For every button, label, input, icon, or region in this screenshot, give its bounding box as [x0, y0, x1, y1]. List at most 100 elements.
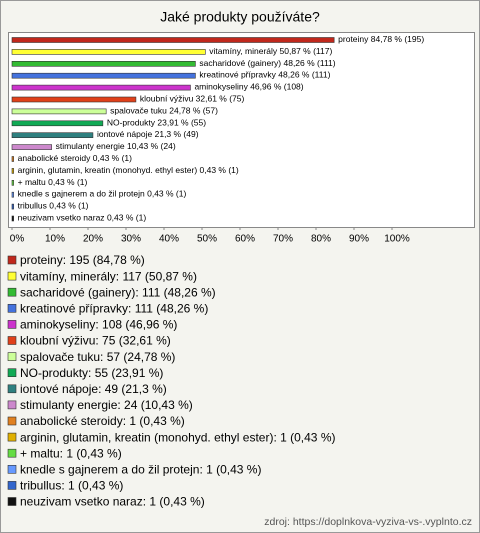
bar-label: + maltu 0,43 % (1)	[18, 177, 88, 187]
value-label: 0,43 % (1)	[48, 177, 87, 187]
value-label: 21,3 % (49)	[155, 129, 199, 139]
bar-label: kreatinové přípravky 48,26 % (111)	[199, 70, 330, 80]
bar	[11, 84, 191, 91]
value-label: 48,26 % (111)	[278, 70, 330, 80]
x-tick-label: 30%	[121, 234, 141, 245]
value-label: 23,91 % (55)	[157, 118, 206, 128]
value-label: 84,78 % (195)	[371, 34, 425, 44]
bar-label: anabolické steroidy 0,43 % (1)	[18, 153, 133, 163]
legend-swatch	[7, 368, 17, 378]
category-label: knedle s gajnerem a do žil protejn	[18, 189, 145, 199]
legend-label: neuzivam vsetko naraz: 1 (0,43 %)	[20, 495, 205, 509]
x-tick-label: 20%	[83, 234, 103, 245]
category-label: kloubní výživu	[140, 94, 194, 104]
value-label: 48,26 % (111)	[283, 58, 335, 68]
bar-label: stimulanty energie 10,43 % (24)	[56, 141, 176, 151]
legend-label: proteiny: 195 (84,78 %)	[20, 253, 145, 267]
bar-label: iontové nápoje 21,3 % (49)	[97, 129, 199, 139]
bar-label: aminokyseliny 46,96 % (108)	[194, 82, 303, 92]
bar	[11, 72, 196, 79]
bar-label: sacharidové (gainery) 48,26 % (111)	[199, 58, 335, 68]
value-label: 50,87 % (117)	[280, 46, 333, 56]
bar-label: spalovače tuku 24,78 % (57)	[110, 106, 218, 116]
value-label: 0,43 % (1)	[200, 165, 239, 175]
category-label: vitamíny, minerály	[209, 46, 278, 56]
bar	[11, 156, 14, 162]
category-label: aminokyseliny	[194, 82, 248, 92]
category-label: spalovače tuku	[110, 106, 167, 116]
bar	[11, 180, 14, 186]
legend-swatch	[7, 271, 17, 281]
legend-label: anabolické steroidy: 1 (0,43 %)	[20, 414, 185, 428]
category-label: arginin, glutamin, kreatin (monohyd. eth…	[18, 165, 198, 175]
value-label: 0,43 % (1)	[49, 201, 88, 211]
legend-swatch	[7, 303, 17, 313]
legend-swatch	[7, 400, 17, 410]
bar	[11, 203, 14, 210]
category-label: kreatinové přípravky	[199, 70, 276, 80]
legend-label: kloubní výživu: 75 (32,61 %)	[20, 334, 171, 348]
bar-label: NO-produkty 23,91 % (55)	[107, 118, 206, 128]
bar	[11, 215, 14, 222]
legend-swatch	[7, 255, 17, 265]
legend-swatch	[7, 336, 17, 345]
x-tick-label: 0%	[10, 234, 25, 245]
legend-label: + maltu: 1 (0,43 %)	[20, 446, 122, 460]
category-label: + maltu	[18, 177, 46, 187]
legend-label: tribullus: 1 (0,43 %)	[20, 479, 123, 493]
bar	[11, 144, 52, 150]
legend-label: sacharidové (gainery): 111 (48,26 %)	[20, 285, 216, 299]
legend-label: iontové nápoje: 49 (21,3 %)	[20, 382, 167, 396]
x-tick-label: 50%	[197, 234, 217, 245]
legend-swatch	[7, 287, 17, 297]
bar-label: neuzivam vsetko naraz 0,43 % (1)	[18, 213, 147, 223]
category-label: proteiny	[338, 34, 369, 44]
bar-label: kloubní výživu 32,61 % (75)	[140, 94, 245, 104]
bar-label: proteiny 84,78 % (195)	[338, 34, 424, 44]
source: zdroj: https://doplnkova-vyziva-vs-.vypl…	[264, 516, 472, 528]
category-label: tribullus	[18, 201, 47, 211]
x-tick-label: 90%	[349, 234, 369, 245]
bar	[11, 37, 335, 43]
bar-label: arginin, glutamin, kreatin (monohyd. eth…	[18, 165, 239, 175]
legend-swatch	[7, 497, 17, 506]
bar	[11, 108, 107, 115]
bar-label: vitamíny, minerály 50,87 % (117)	[209, 46, 332, 56]
x-tick-label: 70%	[273, 234, 293, 245]
x-tick-label: 10%	[45, 234, 65, 245]
x-tick-label: 100%	[384, 234, 410, 245]
legend-swatch	[7, 481, 17, 490]
value-label: 0,43 % (1)	[93, 153, 132, 163]
legend-label: NO-produkty: 55 (23,91 %)	[20, 366, 163, 380]
x-tick-label: 80%	[311, 234, 331, 245]
chart-title: Jaké produkty používáte?	[160, 9, 320, 25]
legend-swatch	[7, 320, 17, 329]
legend-swatch	[7, 464, 17, 474]
x-tick-label: 60%	[235, 234, 255, 245]
bar	[11, 60, 196, 67]
bar-label: knedle s gajnerem a do žil protejn 0,43 …	[18, 189, 187, 199]
legend-swatch	[7, 432, 17, 442]
value-label: 10,43 % (24)	[127, 141, 176, 151]
legend-label: stimulanty energie: 24 (10,43 %)	[20, 398, 193, 412]
value-label: 46,96 % (108)	[250, 82, 304, 92]
category-label: iontové nápoje	[97, 129, 153, 139]
bar	[11, 168, 14, 174]
bar	[11, 120, 104, 127]
legend-label: arginin, glutamin, kreatin (monohyd. eth…	[20, 430, 335, 444]
legend-label: knedle s gajnerem a do žil protejn: 1 (0…	[20, 462, 261, 476]
bar	[11, 49, 206, 55]
bar	[11, 96, 137, 103]
x-tick-label: 40%	[159, 234, 179, 245]
value-label: 0,43 % (1)	[107, 213, 146, 223]
category-label: sacharidové (gainery)	[199, 58, 281, 68]
category-label: anabolické steroidy	[18, 153, 92, 163]
value-label: 0,43 % (1)	[147, 189, 186, 199]
value-label: 32,61 % (75)	[196, 94, 245, 104]
legend-label: kreatinové přípravky: 111 (48,26 %)	[20, 301, 208, 315]
bar	[11, 132, 94, 138]
legend-label: spalovače tuku: 57 (24,78 %)	[20, 350, 175, 364]
bar	[11, 191, 14, 198]
legend-swatch	[7, 416, 17, 426]
category-label: stimulanty energie	[56, 141, 125, 151]
